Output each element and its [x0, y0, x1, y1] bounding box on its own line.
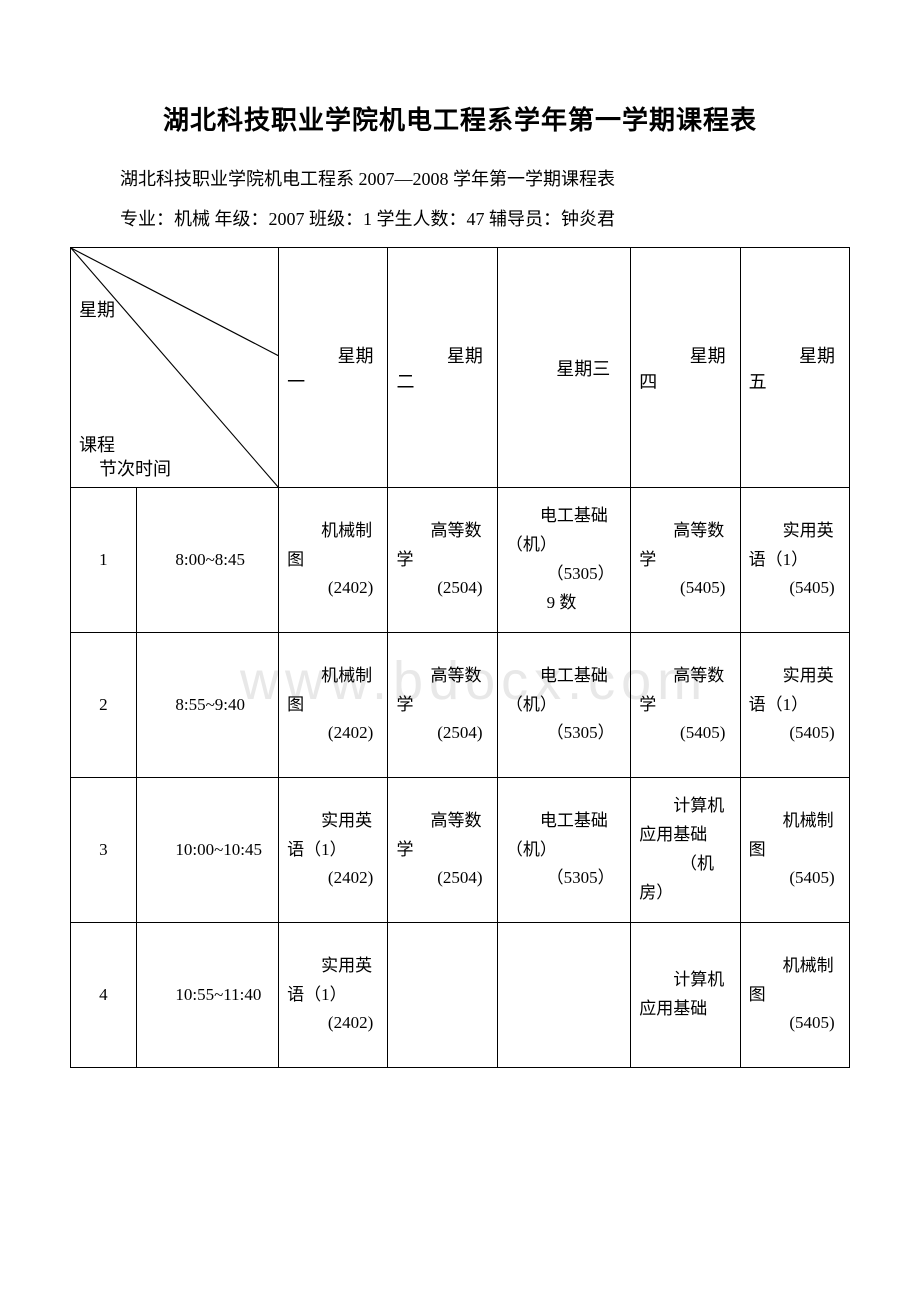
schedule-cell: 电工基础（机）（5305）: [497, 778, 630, 923]
schedule-cell: 计算机应用基础: [631, 923, 740, 1068]
students-value: 47: [467, 209, 485, 229]
course-name: 高等数学: [396, 517, 488, 575]
schedule-cell: 电工基础（机）（5305）9 数: [497, 488, 630, 633]
extra-text: 9 数: [506, 589, 622, 618]
period-number: 2: [71, 633, 137, 778]
header-weekday-label: 星期: [79, 296, 115, 322]
schedule-cell: 机械制图(5405): [740, 923, 849, 1068]
course-name: 高等数学: [396, 807, 488, 865]
period-number: 3: [71, 778, 137, 923]
course-name: 实用英语（1）: [749, 662, 841, 720]
schedule-cell: 实用英语（1）(2402): [279, 778, 388, 923]
schedule-cell: 电工基础（机）（5305）: [497, 633, 630, 778]
header-course-label: 课程: [79, 431, 115, 457]
course-name: 机械制图: [287, 662, 379, 720]
room-number: (5405): [749, 864, 841, 893]
schedule-cell: 机械制图(2402): [279, 488, 388, 633]
room-number: (2504): [396, 719, 488, 748]
schedule-cell: 高等数学(2504): [388, 633, 497, 778]
major-label: 专业：: [120, 209, 174, 229]
schedule-cell: 实用英语（1）(2402): [279, 923, 388, 1068]
period-number: 4: [71, 923, 137, 1068]
schedule-cell: 高等数学(5405): [631, 488, 740, 633]
room-number: (5405): [749, 719, 841, 748]
subtitle: 湖北科技职业学院机电工程系 2007—2008 学年第一学期课程表: [120, 165, 850, 191]
room-number: (2402): [287, 719, 379, 748]
course-name: 计算机应用基础: [639, 792, 731, 850]
class-label: 班级：: [305, 209, 364, 229]
table-row: 2 8:55~9:40 机械制图(2402) 高等数学(2504) 电工基础（机…: [71, 633, 850, 778]
room-number: (5405): [639, 719, 731, 748]
class-info-line: 专业：机械 年级：2007 班级：1 学生人数：47 辅导员：钟炎君: [120, 205, 850, 231]
schedule-cell: 机械制图(2402): [279, 633, 388, 778]
schedule-cell: 实用英语（1）(5405): [740, 488, 849, 633]
course-name: 机械制图: [749, 807, 841, 865]
room-number: (5405): [749, 1009, 841, 1038]
grade-label: 年级：: [210, 209, 269, 229]
day-header-wed: 星期三: [497, 248, 630, 488]
room-number: (2504): [396, 864, 488, 893]
course-name: 实用英语（1）: [287, 952, 379, 1010]
period-time: 8:00~8:45: [136, 488, 278, 633]
schedule-cell: 计算机应用基础（机房）: [631, 778, 740, 923]
header-row: 星期 课程 节次时间 星期一 星期二 星期三 星期四 星期五: [71, 248, 850, 488]
schedule-cell: 高等数学(5405): [631, 633, 740, 778]
day-header-tue: 星期二: [388, 248, 497, 488]
table-row: 3 10:00~10:45 实用英语（1）(2402) 高等数学(2504) 电…: [71, 778, 850, 923]
schedule-cell: 机械制图(5405): [740, 778, 849, 923]
course-name: 电工基础（机）: [506, 502, 622, 560]
room-number: (2402): [287, 864, 379, 893]
advisor-value: 钟炎君: [561, 209, 615, 229]
schedule-cell: 高等数学(2504): [388, 778, 497, 923]
period-number: 1: [71, 488, 137, 633]
page-title: 湖北科技职业学院机电工程系学年第一学期课程表: [70, 100, 850, 137]
room-number: （机房）: [639, 850, 731, 908]
diagonal-header-cell: 星期 课程 节次时间: [71, 248, 279, 488]
students-label: 学生人数：: [372, 209, 467, 229]
course-name: 实用英语（1）: [287, 807, 379, 865]
course-name: 机械制图: [287, 517, 379, 575]
day-header-thu: 星期四: [631, 248, 740, 488]
period-time: 10:55~11:40: [136, 923, 278, 1068]
course-name: 机械制图: [749, 952, 841, 1010]
room-number: (2504): [396, 574, 488, 603]
schedule-cell: [388, 923, 497, 1068]
table-row: 4 10:55~11:40 实用英语（1）(2402) 计算机应用基础 机械制图…: [71, 923, 850, 1068]
room-number: （5305）: [506, 864, 622, 893]
course-name: 实用英语（1）: [749, 517, 841, 575]
room-number: (5405): [639, 574, 731, 603]
day-header-mon: 星期一: [279, 248, 388, 488]
major-value: 机械: [174, 209, 210, 229]
room-number: （5305）: [506, 560, 622, 589]
course-name: 高等数学: [639, 662, 731, 720]
room-number: (2402): [287, 1009, 379, 1038]
period-time: 8:55~9:40: [136, 633, 278, 778]
schedule-cell: [497, 923, 630, 1068]
room-number: (5405): [749, 574, 841, 603]
schedule-table: 星期 课程 节次时间 星期一 星期二 星期三 星期四 星期五 1 8:00~8:…: [70, 247, 850, 1068]
day-header-fri: 星期五: [740, 248, 849, 488]
schedule-cell: 实用英语（1）(5405): [740, 633, 849, 778]
course-name: 高等数学: [396, 662, 488, 720]
course-name: 电工基础（机）: [506, 807, 622, 865]
period-time: 10:00~10:45: [136, 778, 278, 923]
room-number: （5305）: [506, 719, 622, 748]
class-value: 1: [363, 209, 372, 229]
grade-value: 2007: [269, 209, 305, 229]
room-number: (2402): [287, 574, 379, 603]
advisor-label: 辅导员：: [485, 209, 562, 229]
course-name: 电工基础（机）: [506, 662, 622, 720]
header-time-label: 节次时间: [99, 455, 171, 481]
table-row: 1 8:00~8:45 机械制图(2402) 高等数学(2504) 电工基础（机…: [71, 488, 850, 633]
schedule-cell: 高等数学(2504): [388, 488, 497, 633]
course-name: 计算机应用基础: [639, 966, 731, 1024]
course-name: 高等数学: [639, 517, 731, 575]
